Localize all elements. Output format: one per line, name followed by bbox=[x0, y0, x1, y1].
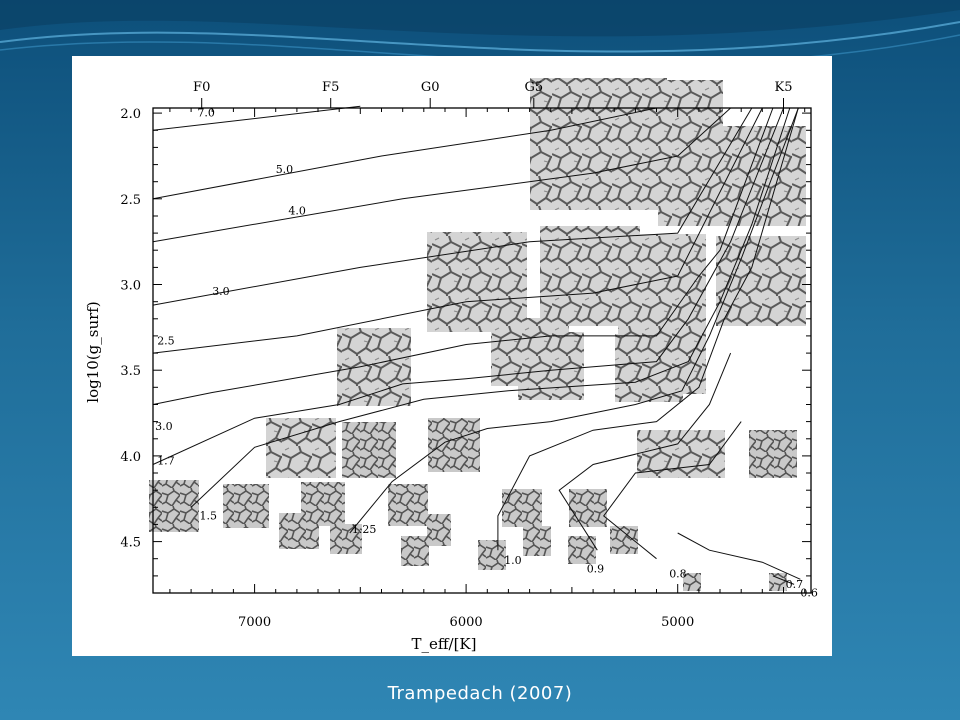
track-line-2-0 bbox=[152, 107, 774, 405]
spectral-type-label: G0 bbox=[421, 80, 440, 95]
y-tick-label: 2.0 bbox=[120, 107, 141, 122]
evolution-tracks bbox=[152, 105, 801, 585]
plot-axes bbox=[152, 107, 812, 594]
track-mass-label: 1.0 bbox=[504, 554, 522, 567]
track-line-1-0 bbox=[497, 107, 799, 551]
x-tick-label: 5000 bbox=[661, 615, 694, 630]
track-mass-label: 3.0 bbox=[155, 420, 173, 433]
spectral-type-label: K5 bbox=[775, 80, 793, 95]
y-tick-label: 3.5 bbox=[120, 364, 141, 379]
granulation-snapshot bbox=[769, 573, 787, 591]
granulation-snapshot bbox=[749, 430, 797, 478]
y-tick-label: 4.5 bbox=[120, 536, 141, 551]
track-mass-label: 0.9 bbox=[587, 562, 605, 575]
track-labels: 7.0 5.0 4.0 3.0 2.5 3.0 1.7 1.5 1.25 1.0 0.9 0.8 0.7… bbox=[155, 107, 818, 600]
granulation-snapshot bbox=[342, 422, 396, 478]
granulation-snapshot bbox=[428, 418, 480, 472]
spectral-type-label: F5 bbox=[322, 80, 339, 95]
track-line-5-0 bbox=[152, 107, 657, 200]
track-mass-label: 0.8 bbox=[669, 568, 687, 581]
granulation-snapshot bbox=[337, 328, 411, 406]
axis-ticks bbox=[153, 108, 811, 594]
y-tick-label: 2.5 bbox=[120, 193, 141, 208]
track-line-0-9 bbox=[558, 352, 732, 551]
track-line-4-0 bbox=[152, 107, 731, 243]
x-tick-label: 7000 bbox=[238, 615, 271, 630]
track-line-3-0 bbox=[152, 107, 753, 306]
axis-tick-labels: 7000 6000 5000 2.0 2.5 3.0 3.5 4.0 4.5 bbox=[120, 107, 694, 630]
granulation-images bbox=[149, 78, 806, 591]
y-tick-label: 4.0 bbox=[120, 450, 141, 465]
granulation-snapshot bbox=[388, 484, 428, 526]
track-mass-label: 5.0 bbox=[276, 163, 294, 176]
y-axis-title: log10(g_surf) bbox=[84, 301, 102, 402]
track-mass-label: 1.5 bbox=[200, 509, 218, 522]
track-mass-label: 7.0 bbox=[197, 107, 215, 120]
track-line-0-6 bbox=[772, 575, 795, 585]
granulation-snapshot bbox=[266, 418, 336, 478]
granulation-snapshot bbox=[602, 78, 667, 210]
track-line-2-5 bbox=[152, 107, 763, 354]
track-line-0-7 bbox=[677, 532, 801, 580]
granulation-snapshot bbox=[223, 484, 269, 528]
granulation-snapshot bbox=[716, 236, 806, 326]
granulation-snapshot bbox=[330, 524, 362, 554]
granulation-snapshot bbox=[569, 489, 607, 527]
hr-diagram-chart: 7.0 5.0 4.0 3.0 2.5 3.0 1.7 1.5 1.25 1.0 0.9 0.8 0.7… bbox=[84, 78, 818, 653]
figure-panel: 7.0 5.0 4.0 3.0 2.5 3.0 1.7 1.5 1.25 1.0 0.9 0.8 0.7… bbox=[72, 56, 832, 656]
granulation-snapshot bbox=[530, 78, 602, 210]
spectral-type-label: G5 bbox=[524, 80, 543, 95]
track-line-0-8 bbox=[603, 421, 742, 560]
granulation-snapshot bbox=[523, 526, 551, 556]
x-tick-label: 6000 bbox=[450, 615, 483, 630]
x-axis-title: T_eff/[K] bbox=[411, 635, 476, 653]
track-mass-label: 4.0 bbox=[288, 204, 306, 217]
track-line-1-25 bbox=[349, 107, 799, 534]
spectral-type-label: F0 bbox=[193, 80, 210, 95]
figure-caption: Trampedach (2007) bbox=[387, 683, 573, 704]
granulation-snapshot bbox=[637, 430, 725, 478]
plot-frame bbox=[152, 107, 812, 594]
granulation-snapshot bbox=[149, 480, 199, 532]
granulation-snapshot bbox=[683, 573, 701, 591]
track-line-7-0 bbox=[152, 105, 361, 131]
track-line-1-5 bbox=[190, 107, 791, 508]
granulation-snapshot bbox=[658, 126, 806, 226]
granulation-snapshot bbox=[401, 536, 429, 566]
granulation-snapshot bbox=[568, 536, 596, 564]
granulation-snapshot bbox=[279, 513, 319, 549]
y-tick-label: 3.0 bbox=[120, 279, 141, 294]
granulation-snapshot bbox=[478, 540, 506, 570]
track-mass-label: 1.25 bbox=[352, 523, 377, 536]
track-mass-label: 1.7 bbox=[157, 455, 175, 468]
track-mass-label: 3.0 bbox=[212, 285, 230, 298]
track-mass-label: 2.5 bbox=[157, 335, 175, 348]
granulation-snapshot bbox=[427, 232, 527, 332]
granulation-snapshot bbox=[502, 489, 542, 527]
granulation-snapshot bbox=[518, 332, 584, 400]
track-line-1-7 bbox=[152, 107, 784, 465]
track-mass-label: 0.7 bbox=[786, 578, 804, 591]
spectral-type-axis: F0 F5 G0 G5 K5 bbox=[193, 80, 792, 108]
granulation-snapshot bbox=[427, 514, 451, 546]
